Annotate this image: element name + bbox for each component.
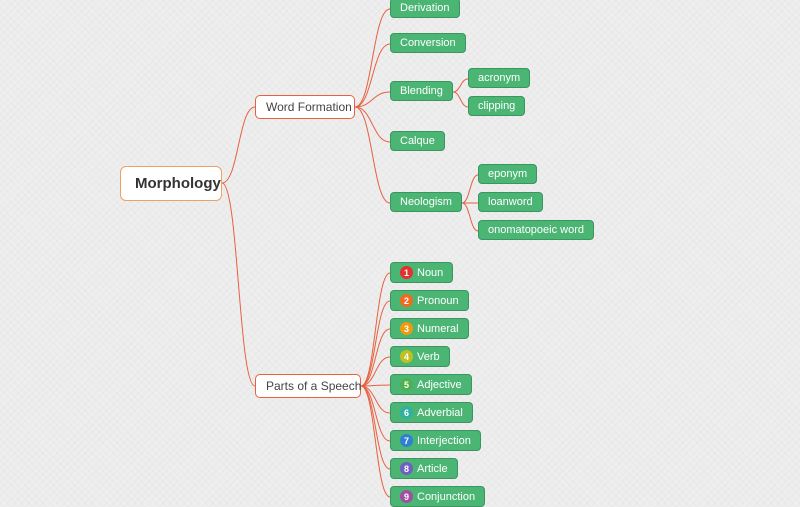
edge-pos-p7 <box>361 386 390 441</box>
node-label: clipping <box>478 100 515 112</box>
node-p7: 7 Interjection <box>390 430 481 451</box>
badge-3: 3 <box>400 322 413 335</box>
node-label: Pronoun <box>417 295 459 307</box>
node-neo: Neologism <box>390 192 462 212</box>
node-label: Morphology <box>135 175 221 192</box>
edge-wf-conv <box>355 44 390 107</box>
node-clip: clipping <box>468 96 525 116</box>
edge-wf-neo <box>355 107 390 203</box>
node-label: Adjective <box>417 379 462 391</box>
node-label: eponym <box>488 168 527 180</box>
badge-9: 9 <box>400 490 413 503</box>
node-wf: Word Formation <box>255 95 355 119</box>
badge-8: 8 <box>400 462 413 475</box>
node-label: Conversion <box>400 37 456 49</box>
node-label: onomatopoeic word <box>488 224 584 236</box>
edge-blend-acro <box>453 79 468 92</box>
node-label: Parts of a Speech <box>266 379 361 393</box>
node-p8: 8 Article <box>390 458 458 479</box>
node-onom: onomatopoeic word <box>478 220 594 240</box>
badge-1: 1 <box>400 266 413 279</box>
node-label: Noun <box>417 267 443 279</box>
badge-7: 7 <box>400 434 413 447</box>
edge-neo-epo <box>462 175 478 203</box>
edge-root-pos <box>222 183 255 386</box>
badge-4: 4 <box>400 350 413 363</box>
node-conv: Conversion <box>390 33 466 53</box>
node-p4: 4 Verb <box>390 346 450 367</box>
node-label: Adverbial <box>417 407 463 419</box>
node-label: Article <box>417 463 448 475</box>
node-p1: 1 Noun <box>390 262 453 283</box>
node-label: acronym <box>478 72 520 84</box>
node-deriv: Derivation <box>390 0 460 18</box>
edge-wf-calque <box>355 107 390 142</box>
connector-layer <box>0 0 800 503</box>
node-p5: 5 Adjective <box>390 374 472 395</box>
node-label: Blending <box>400 85 443 97</box>
node-label: Numeral <box>417 323 459 335</box>
node-root: Morphology <box>120 166 222 201</box>
edge-root-wf <box>222 107 255 183</box>
node-p6: 6 Adverbial <box>390 402 473 423</box>
node-calque: Calque <box>390 131 445 151</box>
edge-pos-p2 <box>361 301 390 386</box>
node-label: Interjection <box>417 435 471 447</box>
badge-2: 2 <box>400 294 413 307</box>
node-label: Neologism <box>400 196 452 208</box>
edge-blend-clip <box>453 92 468 107</box>
edge-neo-onom <box>462 203 478 231</box>
node-p3: 3 Numeral <box>390 318 469 339</box>
node-label: Derivation <box>400 2 450 14</box>
node-label: loanword <box>488 196 533 208</box>
node-pos: Parts of a Speech <box>255 374 361 398</box>
node-label: Word Formation <box>266 100 352 114</box>
badge-5: 5 <box>400 378 413 391</box>
node-p2: 2 Pronoun <box>390 290 469 311</box>
badge-6: 6 <box>400 406 413 419</box>
node-loan: loanword <box>478 192 543 212</box>
edge-pos-p9 <box>361 386 390 497</box>
node-acro: acronym <box>468 68 530 88</box>
edge-pos-p1 <box>361 273 390 386</box>
node-label: Calque <box>400 135 435 147</box>
node-epo: eponym <box>478 164 537 184</box>
node-label: Verb <box>417 351 440 363</box>
node-label: Conjunction <box>417 491 475 503</box>
node-p9: 9 Conjunction <box>390 486 485 507</box>
node-blend: Blending <box>390 81 453 101</box>
